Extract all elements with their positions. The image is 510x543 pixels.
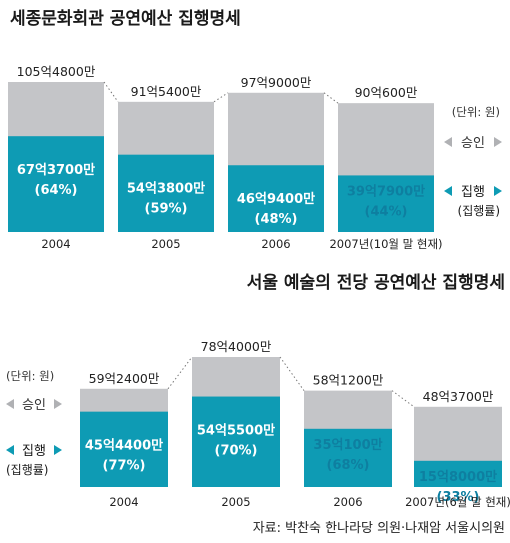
chart1-label-approved: 91억5400만 (131, 84, 202, 99)
chart1-unit-note: (단위: 원) (452, 105, 500, 119)
chart1-category-label: 2006 (261, 237, 290, 251)
chart2-connector (391, 390, 415, 408)
chart2-label-executed: 15억8000만 (419, 469, 497, 485)
chart2-legend-executed: 집행 (22, 443, 46, 459)
chart2-legend-left-arrow-icon (6, 399, 14, 409)
chart1-label-executed: 39억7900만 (347, 183, 425, 199)
chart1-bar-executed (118, 154, 214, 232)
chart1-label-rate: (48%) (255, 212, 298, 227)
chart2-label-executed: 54억5500만 (197, 423, 275, 439)
chart1-bar-executed (8, 136, 104, 232)
chart1-legend-right-arrow-icon (494, 137, 502, 147)
chart2-title: 서울 예술의 전당 공연예산 집행명세 (247, 273, 505, 293)
chart2-legend-rate: (집행률) (6, 462, 48, 477)
chart2-connector (167, 356, 193, 390)
chart2-label-executed: 45억4400만 (85, 438, 163, 454)
chart1-legend-exec-right-arrow-icon (494, 186, 502, 196)
chart1-legend-approved: 승인 (461, 136, 485, 151)
chart1-connector (213, 92, 229, 103)
chart2-bar-executed (304, 428, 392, 487)
chart1-legend-exec-left-arrow-icon (444, 186, 452, 196)
chart2-label-rate: (68%) (327, 458, 370, 473)
chart1-label-executed: 46억9400만 (237, 191, 315, 207)
chart1-label-rate: (59%) (145, 202, 188, 217)
chart2-bar-executed (192, 396, 280, 487)
chart2-label-approved: 48억3700만 (423, 389, 494, 404)
chart2-category-label: 2007년(6월 말 현재) (405, 495, 510, 509)
chart1-label-approved: 90억600만 (355, 85, 418, 100)
chart2-label-rate: (33%) (437, 490, 480, 505)
chart1-label-approved: 97억9000만 (241, 75, 312, 90)
chart2-label-executed: 35억100만 (313, 437, 382, 453)
chart1-connector (323, 92, 339, 104)
chart2-label-approved: 78억4000만 (201, 339, 272, 354)
source-note: 자료: 박찬숙 한나라당 의원·나재암 서울시의원 (253, 521, 505, 536)
chart1-label-executed: 67억3700만 (17, 162, 95, 178)
chart2-connector (279, 356, 305, 391)
chart1-legend-rate: (집행률) (458, 203, 500, 218)
chart1-label-executed: 54억3800만 (127, 181, 205, 197)
chart1-label-approved: 105억4800만 (17, 64, 96, 79)
chart1-bar-executed (338, 175, 434, 232)
chart1-legend-executed: 집행 (461, 184, 485, 200)
chart2-label-rate: (70%) (215, 444, 258, 459)
chart1-title: 세종문화회관 공연예산 집행명세 (10, 9, 241, 29)
chart2-label-approved: 58억1200만 (313, 373, 384, 388)
chart1-bar-executed (228, 165, 324, 232)
chart2-bar-executed (80, 411, 168, 487)
chart2-category-label: 2005 (221, 495, 250, 509)
chart1-legend-left-arrow-icon (444, 137, 452, 147)
chart2-legend-exec-right-arrow-icon (54, 445, 62, 455)
chart2-bar-executed (414, 460, 502, 487)
chart2-label-rate: (77%) (103, 459, 146, 474)
chart2-unit-note: (단위: 원) (6, 369, 54, 383)
chart1-category-label: 2005 (151, 237, 180, 251)
chart2-label-approved: 59억2400만 (89, 371, 160, 386)
chart1-category-label: 2007년(10월 말 현재) (329, 237, 442, 251)
chart2-category-label: 2006 (333, 495, 362, 509)
chart2-legend-approved: 승인 (22, 398, 46, 413)
chart1-connector (103, 81, 119, 103)
chart2-legend-right-arrow-icon (54, 399, 62, 409)
chart1-category-label: 2004 (41, 237, 70, 251)
chart2-legend-exec-left-arrow-icon (6, 445, 14, 455)
chart1-label-rate: (44%) (365, 204, 408, 219)
chart1-label-rate: (64%) (35, 183, 78, 198)
chart2-category-label: 2004 (109, 495, 138, 509)
